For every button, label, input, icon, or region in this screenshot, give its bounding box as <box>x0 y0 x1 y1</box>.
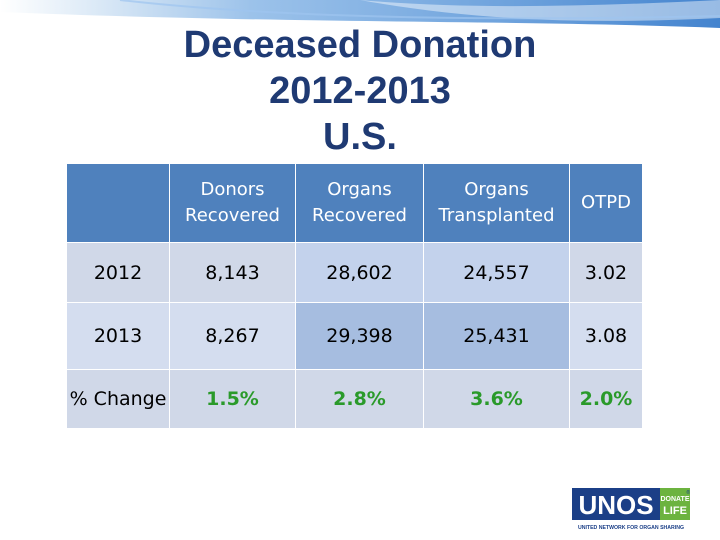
row-label: 2013 <box>66 302 170 370</box>
header-cell-otpd: OTPD <box>569 163 643 243</box>
percent-change-cell: 2.0% <box>569 369 643 429</box>
header-cell-organs-recovered: Organs Recovered <box>295 163 424 243</box>
table-cell: 3.08 <box>569 302 643 370</box>
table-cell: 3.02 <box>569 242 643 303</box>
donation-table: Donors Recovered Organs Recovered Organs Tr… <box>66 163 643 429</box>
table-cell: 28,602 <box>295 242 424 303</box>
table-cell: 24,557 <box>423 242 570 303</box>
header-swoosh-decoration <box>0 0 720 28</box>
header-line: OTPD <box>581 192 631 213</box>
table-cell: 8,267 <box>169 302 296 370</box>
header-line: Transplanted <box>438 205 555 226</box>
logo-badge-top: DONATE <box>660 496 689 503</box>
percent-change-cell: 1.5% <box>169 369 296 429</box>
header-cell-organs-transplanted: Organs Transplanted <box>423 163 570 243</box>
table-cell: 8,143 <box>169 242 296 303</box>
table-cell: 25,431 <box>423 302 570 370</box>
percent-change-cell: 2.8% <box>295 369 424 429</box>
header-cell-blank <box>66 163 170 243</box>
table-row: 2013 8,267 29,398 25,431 3.08 <box>66 302 643 370</box>
header-line: Donors <box>200 179 265 200</box>
table-cell: 29,398 <box>295 302 424 370</box>
logo-badge-bottom: LIFE <box>663 505 687 517</box>
title-line-2: 2012-2013 <box>269 70 451 112</box>
row-label: % Change <box>66 369 170 429</box>
header-line: Recovered <box>312 205 407 226</box>
header-line: Organs <box>464 179 529 200</box>
row-label: 2012 <box>66 242 170 303</box>
unos-logo: UNOS DONATE LIFE ® UNITED NETWORK FOR OR… <box>572 488 690 531</box>
table-header-row: Donors Recovered Organs Recovered Organs Tr… <box>66 163 643 243</box>
header-line: Organs <box>327 179 392 200</box>
logo-tagline: UNITED NETWORK FOR ORGAN SHARING <box>578 525 684 531</box>
title-line-3: U.S. <box>323 116 397 158</box>
title-line-1: Deceased Donation <box>183 24 537 66</box>
page-title: Deceased Donation 2012-2013 U.S. <box>130 22 590 160</box>
header-line: Recovered <box>185 205 280 226</box>
logo-registered-mark: ® <box>686 489 690 496</box>
table-row-percent-change: % Change 1.5% 2.8% 3.6% 2.0% <box>66 369 643 429</box>
table-row: 2012 8,143 28,602 24,557 3.02 <box>66 242 643 303</box>
logo-wordmark: UNOS <box>578 490 653 520</box>
percent-change-cell: 3.6% <box>423 369 570 429</box>
header-cell-donors-recovered: Donors Recovered <box>169 163 296 243</box>
